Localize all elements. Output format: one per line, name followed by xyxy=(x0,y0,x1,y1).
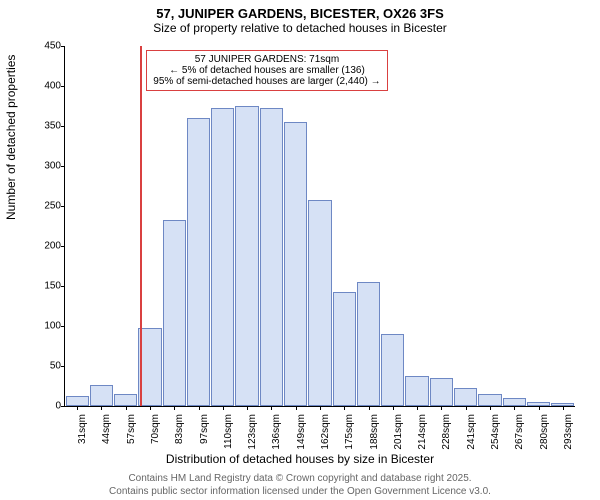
chart-subtitle: Size of property relative to detached ho… xyxy=(0,21,600,39)
bar xyxy=(333,292,356,406)
callout-line: 57 JUNIPER GARDENS: 71sqm xyxy=(153,54,380,65)
x-tick-label: 83sqm xyxy=(174,410,185,444)
chart-title: 57, JUNIPER GARDENS, BICESTER, OX26 3FS xyxy=(0,0,600,21)
footer-line-1: Contains HM Land Registry data © Crown c… xyxy=(0,473,600,486)
x-tick-label: 97sqm xyxy=(199,410,210,444)
x-tick-label: 241sqm xyxy=(466,410,477,450)
bar xyxy=(381,334,404,406)
x-tick-label: 162sqm xyxy=(320,410,331,450)
bar xyxy=(90,385,113,406)
reference-line xyxy=(140,46,142,406)
callout-box: 57 JUNIPER GARDENS: 71sqm← 5% of detache… xyxy=(146,50,387,91)
bar xyxy=(503,398,526,406)
bar xyxy=(163,220,186,406)
bar xyxy=(66,396,89,406)
x-tick-label: 254sqm xyxy=(490,410,501,450)
callout-line: 95% of semi-detached houses are larger (… xyxy=(153,76,380,87)
x-tick-label: 175sqm xyxy=(344,410,355,450)
bar xyxy=(284,122,307,406)
bar xyxy=(114,394,137,406)
y-axis-label: Number of detached properties xyxy=(4,55,18,220)
x-tick-label: 293sqm xyxy=(563,410,574,450)
chart-container: 57, JUNIPER GARDENS, BICESTER, OX26 3FS … xyxy=(0,0,600,500)
footer-line-2: Contains public sector information licen… xyxy=(0,486,600,499)
x-tick-label: 214sqm xyxy=(417,410,428,450)
x-tick-label: 267sqm xyxy=(514,410,525,450)
bar xyxy=(187,118,210,406)
bar xyxy=(260,108,283,406)
x-tick-label: 136sqm xyxy=(271,410,282,450)
x-tick-label: 149sqm xyxy=(296,410,307,450)
x-tick-label: 228sqm xyxy=(441,410,452,450)
footer-text: Contains HM Land Registry data © Crown c… xyxy=(0,473,600,498)
x-axis-label: Distribution of detached houses by size … xyxy=(0,452,600,466)
bar xyxy=(454,388,477,406)
bar xyxy=(211,108,234,406)
x-tick-label: 70sqm xyxy=(150,410,161,444)
x-tick-label: 201sqm xyxy=(393,410,404,450)
x-tick-label: 123sqm xyxy=(247,410,258,450)
bar xyxy=(478,394,501,406)
x-tick-label: 31sqm xyxy=(77,410,88,444)
x-tick-label: 57sqm xyxy=(126,410,137,444)
x-tick-label: 44sqm xyxy=(101,410,112,444)
plot-area: 050100150200250300350400450 31sqm44sqm57… xyxy=(64,46,575,407)
bar xyxy=(430,378,453,406)
bar xyxy=(308,200,331,406)
x-tick-label: 110sqm xyxy=(223,410,234,449)
bar xyxy=(235,106,258,406)
x-tick-label: 280sqm xyxy=(539,410,550,450)
x-tick-label: 188sqm xyxy=(369,410,380,450)
callout-line: ← 5% of detached houses are smaller (136… xyxy=(153,65,380,76)
bar xyxy=(357,282,380,406)
bar xyxy=(405,376,428,406)
